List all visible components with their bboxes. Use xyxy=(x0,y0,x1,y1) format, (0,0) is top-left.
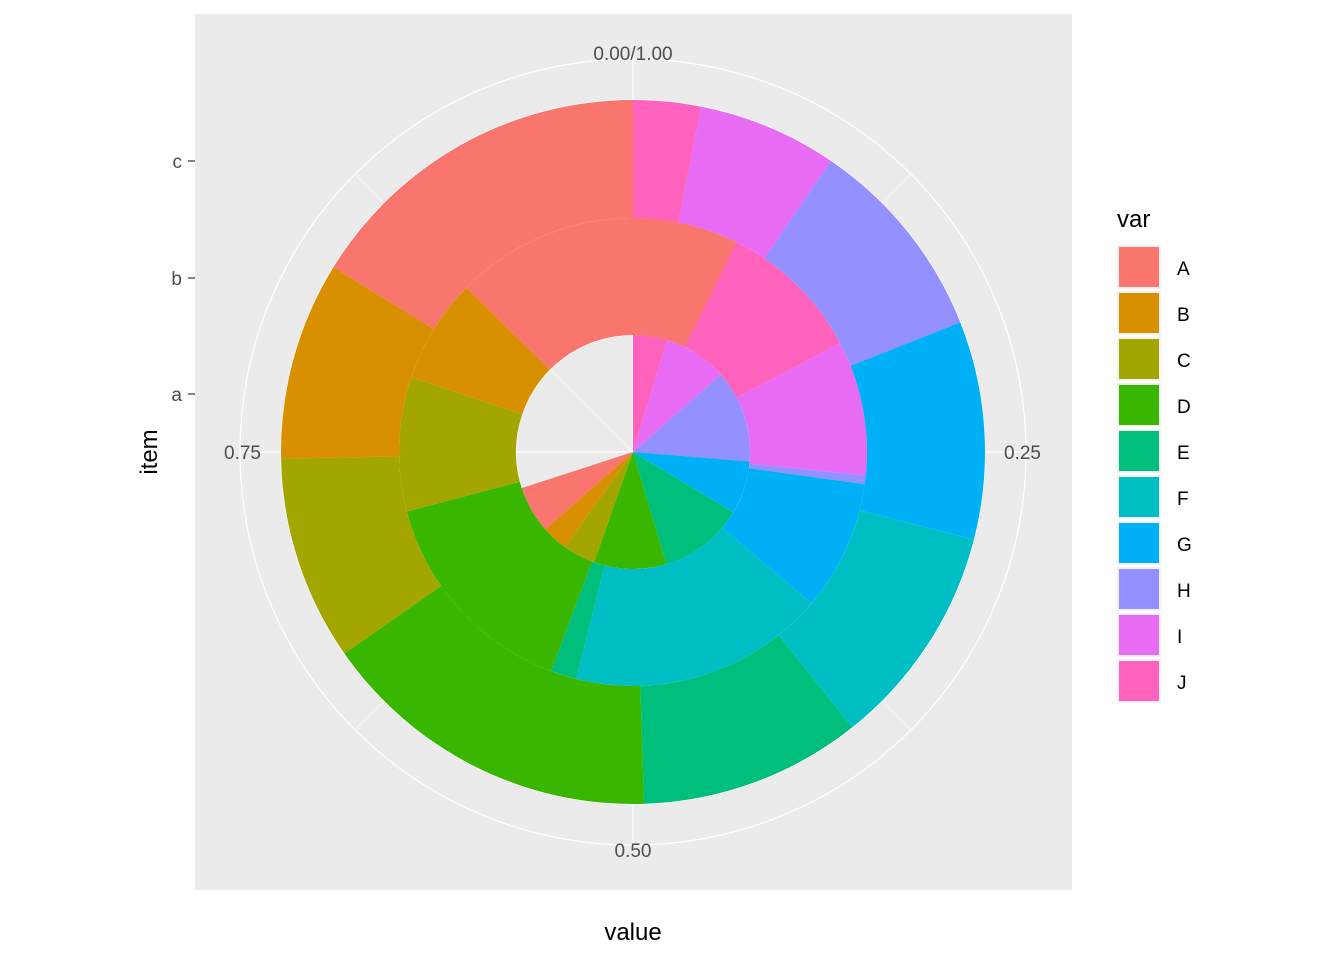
legend-label-H: H xyxy=(1177,581,1191,602)
legend-label-A: A xyxy=(1177,259,1190,280)
wedge-a-J xyxy=(633,335,668,452)
wedge-c-E xyxy=(640,635,853,804)
wedge-a-D xyxy=(594,452,667,569)
legend-swatch-G xyxy=(1119,523,1159,563)
legend-label-F: F xyxy=(1177,489,1189,510)
legend-swatch-I xyxy=(1119,615,1159,655)
item-tick-label: a xyxy=(171,385,182,406)
legend-label-B: B xyxy=(1177,305,1190,326)
y-axis-title: item xyxy=(136,429,163,474)
item-tick-label: c xyxy=(173,152,183,173)
theta-tick-label: 0.25 xyxy=(1004,443,1041,464)
wedge-b-B xyxy=(411,287,550,415)
wedge-a-H xyxy=(633,374,750,462)
wedge-c-H xyxy=(764,160,961,366)
legend-swatch-B xyxy=(1119,293,1159,333)
wedge-c-D xyxy=(344,585,645,804)
wedge-c-A xyxy=(333,100,633,330)
wedge-b-F xyxy=(576,527,812,687)
wedge-b-I xyxy=(736,343,868,476)
wedge-a-C xyxy=(564,452,633,563)
wedge-c-G xyxy=(850,322,986,540)
wedge-c-B xyxy=(281,267,434,459)
wedge-b-H xyxy=(748,463,866,485)
wedge-b-A xyxy=(466,217,737,370)
theta-tick-label: 0.00/1.00 xyxy=(593,44,672,65)
wedge-a-A xyxy=(521,452,633,530)
legend-swatch-F xyxy=(1119,477,1159,517)
legend-label-D: D xyxy=(1177,397,1191,418)
wedge-b-D xyxy=(406,481,592,672)
wedge-a-B xyxy=(545,452,633,548)
item-axis: a b c xyxy=(171,152,195,406)
legend-swatch-A xyxy=(1119,247,1159,287)
legend-label-I: I xyxy=(1177,627,1182,648)
legend-title: var xyxy=(1117,206,1150,233)
theta-tick-label: 0.50 xyxy=(615,841,652,862)
legend-swatch-C xyxy=(1119,339,1159,379)
wedge-c-C xyxy=(281,456,442,654)
x-axis-title: value xyxy=(604,919,661,946)
wedge-c-J xyxy=(633,100,702,223)
legend-swatch-E xyxy=(1119,431,1159,471)
legend-swatch-D xyxy=(1119,385,1159,425)
theta-tick-labels: 0.00/1.00 0.25 0.50 0.75 xyxy=(224,44,1041,862)
wedge-a-I xyxy=(633,340,721,452)
legend-label-E: E xyxy=(1177,443,1190,464)
wedge-b-E xyxy=(550,561,605,680)
legend: var A B C D E F G H I J xyxy=(1117,206,1192,703)
wedge-b-G xyxy=(722,468,865,604)
legend-label-C: C xyxy=(1177,351,1191,372)
data-wedges xyxy=(281,100,986,804)
legend-label-G: G xyxy=(1177,535,1192,556)
legend-swatch-H xyxy=(1119,569,1159,609)
legend-swatch-J xyxy=(1119,661,1159,701)
theta-tick-label: 0.75 xyxy=(224,443,261,464)
wedge-b-C xyxy=(398,376,523,512)
legend-label-J: J xyxy=(1177,673,1187,694)
wedge-c-F xyxy=(778,510,974,728)
item-tick-label: b xyxy=(171,269,182,290)
wedge-a-E xyxy=(633,452,734,565)
wedge-c-I xyxy=(678,106,831,259)
wedge-a-G xyxy=(633,452,750,513)
